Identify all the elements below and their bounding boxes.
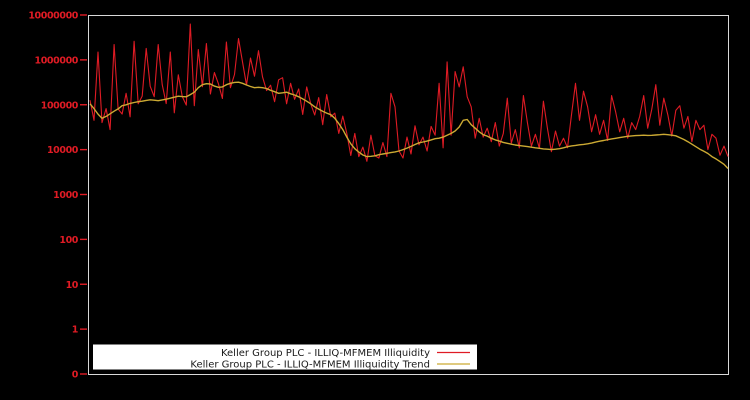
y-axis-tick-label: 1000 — [53, 190, 79, 201]
legend-label-trend: Keller Group PLC - ILLIQ-MFMEM Illiquidi… — [190, 360, 430, 371]
y-axis-tick-label: 10 — [66, 280, 79, 291]
legend-background — [93, 344, 477, 370]
y-axis-tick-label: 10000000 — [28, 11, 78, 22]
y-axis-tick-label: 1 — [72, 325, 78, 336]
illiquidity-trend-line — [89, 81, 729, 169]
legend: Keller Group PLC - ILLIQ-MFMEM Illiquidi… — [93, 344, 477, 371]
y-axis-tick-label: 100 — [59, 235, 78, 246]
y-axis-tick-label: 100000 — [41, 100, 79, 111]
plot-area-border — [88, 15, 729, 375]
y-axis-tick-label: 10000 — [47, 145, 79, 156]
y-axis-tick-label: 0 — [72, 370, 79, 381]
legend-label-illiquidity: Keller Group PLC - ILLIQ-MFMEM Illiquidi… — [221, 348, 430, 359]
illiquidity-series-line — [89, 23, 729, 162]
y-axis-tick-label: 1000000 — [35, 55, 79, 66]
